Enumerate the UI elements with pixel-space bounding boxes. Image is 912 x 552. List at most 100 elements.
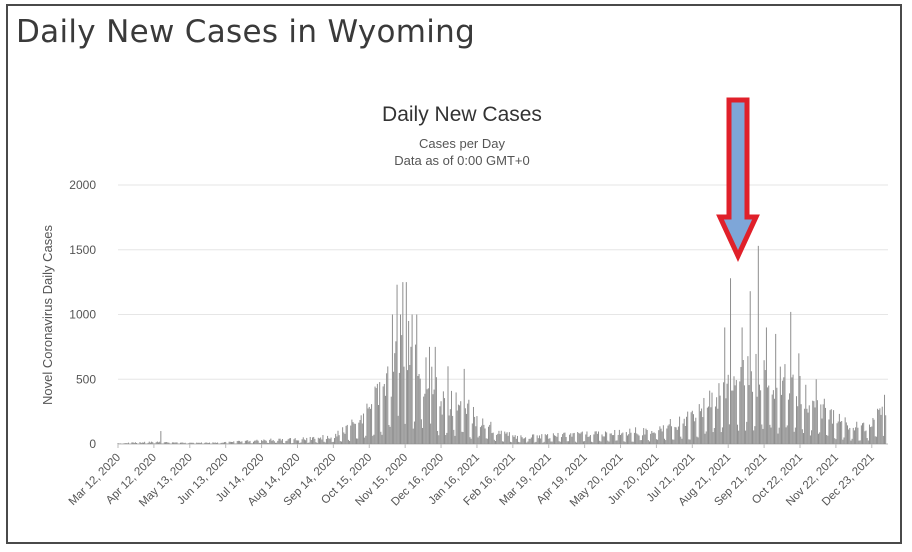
bar [249,440,251,444]
bar [316,442,318,444]
bar [690,412,692,444]
bar [183,443,185,444]
bar [285,441,287,444]
bar [144,441,146,444]
bar [438,435,440,444]
bar [782,380,784,444]
bar [646,430,648,444]
bar [709,390,711,444]
bar [592,442,594,444]
bar [878,409,880,444]
bar [134,442,136,444]
bar [156,441,158,444]
bar [573,432,575,444]
bar [472,406,474,444]
bar [154,443,156,444]
bar [153,443,155,444]
bar [643,428,645,444]
bar [776,387,778,444]
bar [808,405,810,444]
bar [725,398,727,444]
bar [716,397,718,444]
bar [521,437,523,444]
bar [718,383,720,444]
bar [867,440,869,444]
bar [765,327,767,444]
bar [640,440,642,444]
bar [697,437,699,444]
bar [264,440,266,444]
bar [565,437,567,444]
bar [340,441,342,444]
bar [611,435,613,444]
bar [775,333,777,444]
bar [785,427,787,444]
bar [344,433,346,444]
bar [279,438,281,444]
bar [580,432,582,444]
bar [440,401,442,444]
bar [836,423,838,444]
bar [387,366,389,444]
bar [147,442,149,444]
bar [388,424,390,444]
bar [318,438,320,444]
bar [420,419,422,444]
bar [681,438,683,444]
bar [578,433,580,444]
bar [167,442,169,444]
bar [609,433,611,444]
bar [514,435,516,444]
bar [199,442,201,444]
bar [680,436,682,444]
bar [714,406,716,444]
bar [790,311,792,444]
bar [711,392,713,444]
bar [423,396,425,444]
bar [294,438,296,444]
y-tick-label: 1500 [69,243,96,257]
bar [870,427,872,444]
bar [696,436,698,444]
bar [239,440,241,444]
bar [768,385,770,444]
bar [849,427,851,444]
bar [422,427,424,444]
bar [431,366,433,444]
bar [604,431,606,444]
bar [519,442,521,444]
bar [745,430,747,444]
bar [626,435,628,444]
bar [427,388,429,444]
bar [846,425,848,444]
bar [863,422,865,444]
bar [792,374,794,444]
bar [857,427,859,444]
bar [391,314,393,444]
bar [305,440,307,444]
bar [459,405,461,444]
bar [801,429,803,444]
bar [796,396,798,444]
bar [424,393,426,444]
bar [844,417,846,444]
bar [428,346,430,444]
y-axis-ticks: 0 500 1000 1500 2000 [69,178,96,451]
bar [499,434,501,444]
bar [281,438,283,444]
bar [727,374,729,444]
bar [554,435,556,444]
bar [369,408,371,444]
bar [740,366,742,444]
bar [593,434,595,444]
bar [758,384,760,444]
bar [352,422,354,444]
bar [309,436,311,444]
bar [571,436,573,444]
bar [631,441,633,444]
bar [217,442,219,444]
bar [331,441,333,444]
bar [334,438,336,444]
bar [268,443,270,444]
bar [457,404,459,444]
